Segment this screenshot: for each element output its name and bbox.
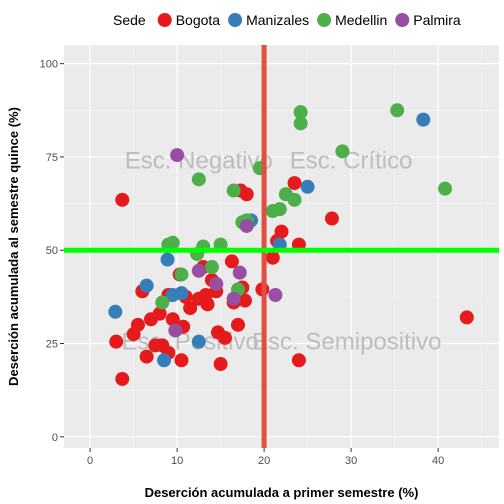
point-palmira	[209, 276, 224, 291]
data-points	[108, 103, 474, 386]
legend-label-manizales: Manizales	[246, 12, 309, 28]
point-bogota	[183, 301, 198, 316]
point-palmira	[191, 263, 206, 278]
point-bogota	[213, 357, 228, 372]
point-palmira	[268, 288, 283, 303]
point-medellin	[174, 267, 189, 282]
point-bogota	[139, 349, 154, 364]
y-axis-label: Deserción acumulada al semestre quince (…	[6, 107, 21, 386]
point-medellin	[293, 116, 308, 131]
scenario-annotation: Esc. Crítico	[290, 148, 413, 175]
point-manizales	[157, 353, 172, 368]
point-bogota	[459, 310, 474, 325]
y-axis-ticks: 0 25 50 75 100	[40, 59, 64, 444]
point-bogota	[200, 297, 215, 312]
y-tick-label: 50	[46, 245, 58, 257]
point-bogota	[265, 250, 280, 265]
scenario-annotation: Esc. Semipositivo	[252, 329, 441, 356]
point-medellin	[293, 105, 308, 120]
scenario-annotation: Esc. Negativo	[125, 148, 273, 175]
y-tick-label: 75	[46, 152, 58, 164]
point-medellin	[226, 183, 241, 198]
point-medellin	[287, 192, 302, 207]
legend-key-palmira	[395, 13, 410, 27]
point-bogota	[174, 353, 189, 368]
point-medellin	[335, 144, 350, 159]
point-bogota	[109, 334, 124, 349]
point-bogota	[217, 330, 232, 345]
point-bogota	[231, 317, 245, 332]
x-tick-label: 30	[345, 455, 357, 467]
legend-label-palmira: Palmira	[413, 12, 461, 28]
legend-label-bogota: Bogota	[176, 12, 221, 28]
reference-lines	[64, 45, 499, 448]
point-manizales	[174, 286, 189, 301]
point-bogota	[237, 293, 252, 308]
legend-title: Sede	[113, 12, 146, 28]
x-axis-label: Deserción acumulada a primer semestre (%…	[145, 485, 419, 500]
y-tick-label: 0	[52, 432, 58, 444]
x-tick-label: 20	[258, 455, 270, 467]
legend-key-bogota	[157, 13, 172, 27]
point-bogota	[152, 306, 167, 321]
point-bogota	[274, 224, 289, 239]
point-palmira	[170, 148, 185, 163]
point-bogota	[239, 187, 254, 202]
point-bogota	[291, 353, 306, 368]
x-tick-label: 10	[171, 455, 183, 467]
point-manizales	[108, 304, 123, 319]
point-palmira	[226, 291, 241, 306]
point-bogota	[324, 211, 339, 226]
point-bogota	[115, 371, 130, 386]
legend-key-medellin	[317, 13, 332, 27]
point-manizales	[160, 252, 175, 267]
point-medellin	[165, 235, 180, 250]
point-manizales	[300, 179, 315, 194]
point-bogota	[115, 192, 130, 207]
point-bogota	[287, 176, 302, 191]
point-medellin	[390, 103, 405, 118]
point-medellin	[191, 172, 206, 187]
point-medellin	[272, 202, 287, 217]
point-medellin	[438, 181, 453, 196]
point-bogota	[165, 312, 180, 327]
point-palmira	[168, 323, 183, 338]
x-tick-label: 0	[87, 455, 93, 467]
point-palmira	[239, 218, 254, 233]
point-medellin	[204, 260, 219, 275]
point-bogota	[130, 317, 145, 332]
point-manizales	[139, 278, 154, 293]
legend: Sede Bogota Manizales Medellin Palmira	[113, 12, 461, 28]
point-manizales	[416, 112, 431, 127]
point-manizales	[191, 334, 206, 349]
x-axis-ticks: 0 10 20 30 40	[87, 448, 444, 467]
y-tick-label: 25	[46, 339, 58, 351]
point-palmira	[232, 265, 247, 280]
point-bogota	[224, 254, 239, 269]
point-medellin	[155, 295, 170, 310]
x-tick-label: 40	[432, 455, 444, 467]
y-tick-label: 100	[40, 59, 58, 71]
legend-label-medellin: Medellin	[335, 12, 387, 28]
legend-key-manizales	[228, 13, 243, 27]
